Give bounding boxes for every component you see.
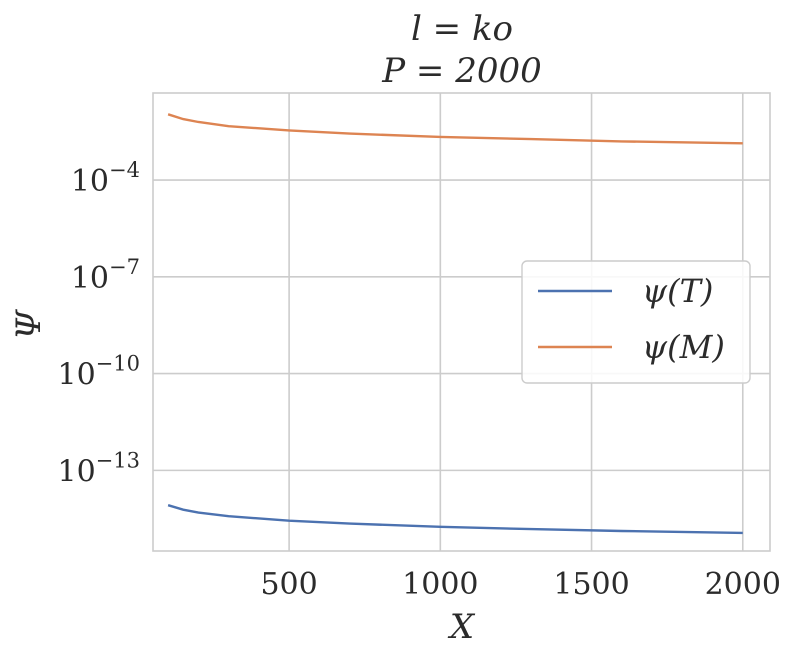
- series-line-psi-m: [167, 113, 743, 145]
- y-tick-base: 10: [57, 454, 95, 489]
- chart-title-line-1: l = ko: [411, 9, 513, 49]
- plot-area-frame: [152, 92, 771, 552]
- y-tick-exponent: −13: [96, 448, 140, 472]
- series-lines: [167, 113, 743, 535]
- y-tick-label: 10−13: [57, 448, 140, 489]
- y-tick-exponent: −4: [109, 158, 140, 182]
- legend: ψ(T) ψ(M): [521, 260, 751, 384]
- x-tick-labels: 500 1000 1500 2000: [260, 567, 780, 602]
- y-tick-base: 10: [71, 164, 109, 199]
- y-tick-exponent: −7: [109, 255, 140, 279]
- y-tick-label: 10−7: [71, 255, 140, 296]
- x-tick-label: 2000: [705, 567, 781, 602]
- y-tick-label: 10−10: [57, 352, 140, 393]
- x-axis-label: X: [447, 607, 476, 647]
- x-tick-label: 500: [260, 567, 317, 602]
- y-tick-exponent: −10: [96, 352, 140, 376]
- y-tick-base: 10: [57, 358, 95, 393]
- grid-lines: [153, 93, 770, 551]
- x-tick-label: 1000: [402, 567, 478, 602]
- y-tick-label: 10−4: [71, 158, 140, 199]
- legend-label-psi-m: ψ(M): [642, 328, 725, 366]
- y-axis-label: Ψ: [9, 309, 49, 340]
- series-line-psi-t: [167, 504, 743, 535]
- x-tick-label: 1500: [553, 567, 629, 602]
- y-tick-base: 10: [71, 261, 109, 296]
- chart-title-line-2: P = 2000: [381, 51, 542, 91]
- legend-label-psi-t: ψ(T): [642, 272, 713, 310]
